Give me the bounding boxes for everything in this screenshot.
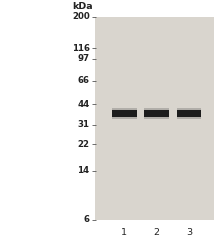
FancyBboxPatch shape — [112, 110, 137, 117]
Text: 66: 66 — [78, 76, 90, 85]
Text: 14: 14 — [78, 166, 90, 175]
Text: 2: 2 — [154, 228, 160, 237]
FancyBboxPatch shape — [177, 117, 201, 119]
FancyBboxPatch shape — [144, 108, 169, 110]
FancyBboxPatch shape — [144, 117, 169, 119]
Text: 200: 200 — [72, 12, 90, 21]
FancyBboxPatch shape — [177, 110, 201, 117]
FancyBboxPatch shape — [112, 117, 137, 119]
Text: 97: 97 — [78, 54, 90, 63]
Text: 6: 6 — [84, 215, 90, 224]
Text: 22: 22 — [78, 140, 90, 149]
Text: kDa: kDa — [72, 2, 93, 11]
FancyBboxPatch shape — [144, 110, 169, 117]
FancyBboxPatch shape — [177, 108, 201, 110]
Text: 3: 3 — [186, 228, 192, 237]
Text: 116: 116 — [72, 44, 90, 53]
Text: 31: 31 — [78, 120, 90, 129]
Text: 44: 44 — [77, 100, 90, 109]
FancyBboxPatch shape — [112, 108, 137, 110]
Text: 1: 1 — [121, 228, 127, 237]
FancyBboxPatch shape — [95, 17, 214, 220]
